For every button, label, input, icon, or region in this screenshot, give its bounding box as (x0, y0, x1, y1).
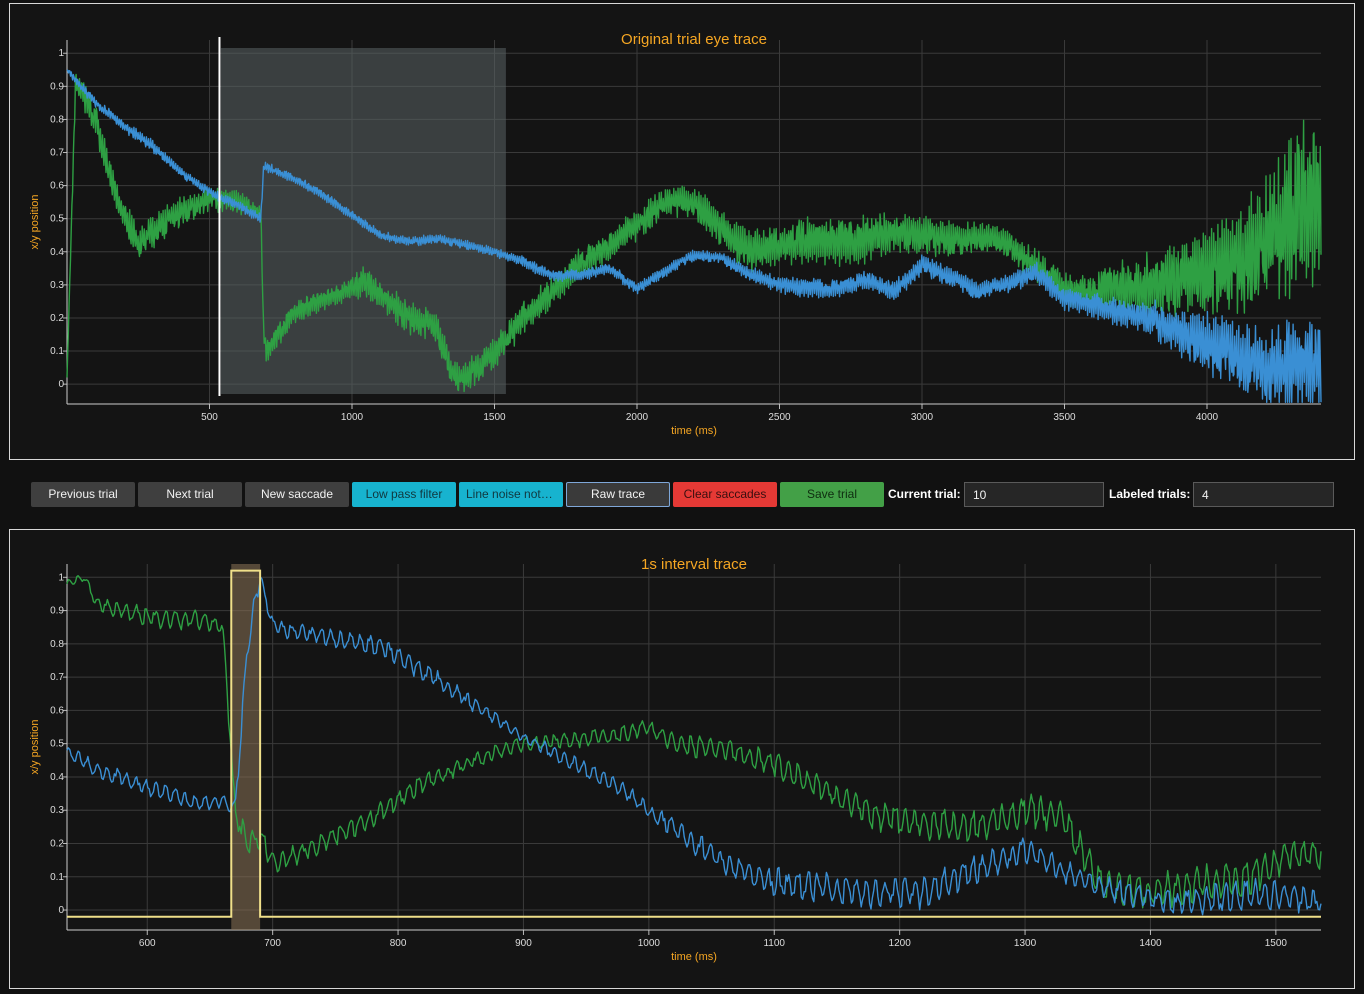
chart0-x-tick-label: 3000 (911, 412, 934, 423)
chart1-x-axis-label: time (ms) (671, 951, 717, 963)
chart1-saccade-indicator-line (67, 569, 1321, 918)
chart1-x-tick-label: 1300 (1014, 938, 1037, 949)
chart1-y-tick-label: 0.1 (50, 872, 64, 883)
chart1-saccade-region (231, 564, 261, 930)
chart0-x-tick-label: 500 (201, 412, 218, 423)
chart1-x-tick-label: 900 (515, 938, 532, 949)
next-trial-button[interactable]: Next trial (138, 482, 242, 507)
chart0-y-tick-label: 0.6 (50, 181, 64, 192)
chart1-y-tick-label: 0.8 (50, 639, 64, 650)
chart0-x-tick-label: 2000 (626, 412, 649, 423)
original-trial-chart[interactable]: 500 1000 1500 2000 2500 3000 3500 4000 0 0.1 0.2 0.… (10, 4, 1354, 459)
labeled-trials-label: Labeled trials: (1109, 487, 1191, 501)
chart1-y-tick-label: 1 (58, 572, 64, 583)
clear-saccades-button[interactable]: Clear saccades (673, 482, 777, 507)
chart0-x-tick-label: 1500 (483, 412, 506, 423)
raw-trace-button[interactable]: Raw trace (566, 482, 670, 507)
line-noise-notch-button[interactable]: Line noise notch filter (459, 482, 563, 507)
interval-trace-chart[interactable]: 600 700 800 900 1000 1100 1200 1300 1400 1500 0 0.1… (10, 530, 1354, 988)
chart0-y-tick-label: 0.7 (50, 148, 64, 159)
chart0-y-tick-label: 0.9 (50, 81, 64, 92)
current-trial-label: Current trial: (888, 487, 961, 501)
chart0-y-tick-label: 1 (58, 48, 64, 59)
save-trial-button[interactable]: Save trial (780, 482, 884, 507)
chart1-y-tick-label: 0.6 (50, 705, 64, 716)
chart0-y-tick-label: 0.5 (50, 214, 64, 225)
chart0-y-tick-label: 0.8 (50, 114, 64, 125)
chart0-y-tick-label: 0.2 (50, 313, 64, 324)
chart1-x-tick-label: 600 (139, 938, 156, 949)
chart0-y-axis-label: x/y position (29, 194, 41, 249)
chart0-y-tick-label: 0.1 (50, 346, 64, 357)
chart1-y-tick-label: 0.4 (50, 772, 64, 783)
interval-trace-chart-panel[interactable]: 600 700 800 900 1000 1100 1200 1300 1400 1500 0 0.1… (9, 529, 1355, 989)
chart1-y-tick-label: 0.7 (50, 672, 64, 683)
chart1-x-tick-label: 1100 (763, 938, 785, 949)
chart1-y-tick-label: 0.2 (50, 838, 64, 849)
low-pass-filter-button[interactable]: Low pass filter (352, 482, 456, 507)
chart0-x-axis-label: time (ms) (671, 425, 717, 437)
chart0-x-tick-label: 4000 (1196, 412, 1219, 423)
current-trial-input[interactable] (964, 482, 1104, 507)
chart1-x-tick-label: 1200 (889, 938, 912, 949)
chart0-blue-trace (66, 69, 1322, 403)
chart1-y-tick-label: 0.3 (50, 805, 64, 816)
chart1-x-tick-label: 700 (264, 938, 281, 949)
chart1-y-tick-label: 0.5 (50, 739, 64, 750)
previous-trial-button[interactable]: Previous trial (31, 482, 135, 507)
chart1-grid (67, 564, 1321, 930)
chart1-y-axis-label: x/y position (29, 719, 41, 774)
chart1-x-tick-label: 1500 (1265, 938, 1288, 949)
chart0-y-tick-label: 0 (58, 379, 64, 390)
chart0-y-tick-label: 0.4 (50, 247, 64, 258)
chart1-y-tick-label: 0.9 (50, 606, 64, 617)
chart1-title: 1s interval trace (641, 556, 747, 573)
chart0-title: Original trial eye trace (621, 31, 767, 48)
chart0-y-tick-label: 0.3 (50, 280, 64, 291)
chart0-x-tick-label: 3500 (1053, 412, 1076, 423)
chart1-x-tick-label: 1400 (1139, 938, 1162, 949)
labeled-trials-input[interactable] (1193, 482, 1334, 507)
original-trial-chart-panel[interactable]: 500 1000 1500 2000 2500 3000 3500 4000 0 0.1 0.2 0.… (9, 3, 1355, 460)
chart1-x-tick-label: 1000 (638, 938, 661, 949)
chart1-blue-trace (66, 576, 1322, 916)
chart1-x-tick-label: 800 (390, 938, 407, 949)
chart1-y-tick-label: 0 (58, 905, 64, 916)
chart0-green-trace (66, 73, 1322, 393)
chart0-x-tick-label: 1000 (341, 412, 364, 423)
chart0-x-tick-label: 2500 (768, 412, 791, 423)
new-saccade-button[interactable]: New saccade (245, 482, 349, 507)
